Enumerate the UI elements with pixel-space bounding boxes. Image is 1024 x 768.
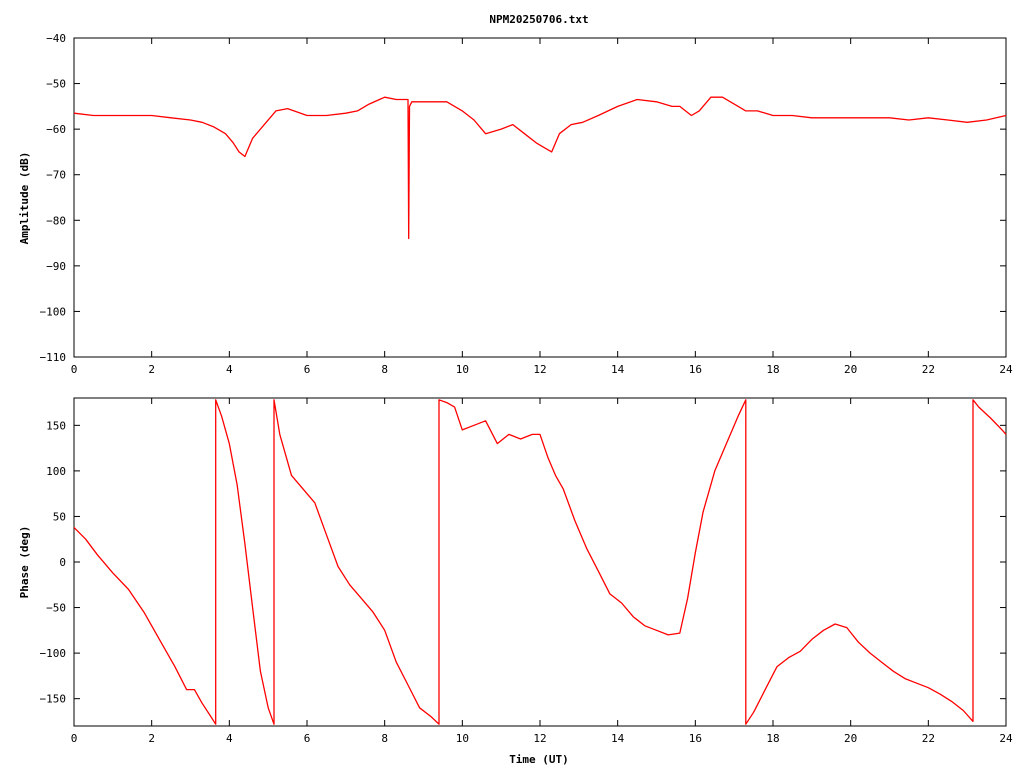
amplitude-xtick-label: 8: [381, 363, 388, 376]
amplitude-ytick-label: −70: [46, 169, 66, 182]
phase-xtick-label: 6: [304, 732, 311, 745]
amplitude-series-line: [73, 96, 1007, 240]
amplitude-ylabel: Amplitude (dB): [18, 152, 31, 245]
phase-frame: [73, 397, 1007, 727]
amplitude-xtick-label: 10: [456, 363, 469, 376]
phase-xtick-label: 20: [844, 732, 857, 745]
amplitude-ytick-label: −80: [46, 214, 66, 227]
amplitude-xtick-label: 22: [922, 363, 935, 376]
phase-ylabel: Phase (deg): [18, 526, 31, 599]
phase-ytick-label: 100: [46, 465, 66, 478]
phase-xtick-label: 8: [381, 732, 388, 745]
amplitude-ytick-label: −110: [40, 351, 67, 364]
amplitude-xtick-label: 20: [844, 363, 857, 376]
amplitude-xtick-label: 4: [226, 363, 233, 376]
phase-xtick-label: 0: [71, 732, 78, 745]
phase-ytick-label: −150: [40, 693, 67, 706]
phase-ytick-label: 150: [46, 419, 66, 432]
phase-ytick-label: 0: [59, 556, 66, 569]
amplitude-xtick-label: 2: [148, 363, 155, 376]
amplitude-panel: 0 2 4 6 8 10 12 14 16 18 20 22 24−40−50−60−70−80−90−…: [40, 32, 1013, 376]
amplitude-xtick-label: 24: [999, 363, 1013, 376]
amplitude-xtick-label: 16: [689, 363, 702, 376]
phase-xlabel: Time (UT): [509, 753, 569, 766]
amplitude-xtick-label: 18: [766, 363, 779, 376]
phase-xtick-label: 24: [999, 732, 1013, 745]
amplitude-frame: [73, 37, 1007, 358]
phase-ytick-label: −50: [46, 602, 66, 615]
chart-title: NPM20250706.txt: [489, 13, 588, 26]
amplitude-xtick-label: 0: [71, 363, 78, 376]
phase-xtick-label: 16: [689, 732, 702, 745]
phase-xtick-label: 12: [533, 732, 546, 745]
phase-ytick-label: 50: [53, 510, 66, 523]
phase-xtick-label: 22: [922, 732, 935, 745]
amplitude-ytick-label: −60: [46, 123, 66, 136]
phase-series-line: [73, 399, 1007, 725]
amplitude-xtick-label: 12: [533, 363, 546, 376]
phase-xtick-label: 14: [611, 732, 625, 745]
phase-xtick-label: 10: [456, 732, 469, 745]
phase-xtick-label: 4: [226, 732, 233, 745]
amplitude-xtick-label: 6: [304, 363, 311, 376]
phase-xtick-label: 2: [148, 732, 155, 745]
phase-panel: 0 2 4 6 8 10 12 14 16 18 20 22 24150100500−50−100−15…: [40, 397, 1013, 745]
amplitude-ytick-label: −100: [40, 305, 67, 318]
phase-ytick-label: −100: [40, 647, 67, 660]
amplitude-ytick-label: −50: [46, 78, 66, 91]
phase-xtick-label: 18: [766, 732, 779, 745]
amplitude-ytick-label: −90: [46, 260, 66, 273]
amplitude-ytick-label: −40: [46, 32, 66, 45]
amplitude-xtick-label: 14: [611, 363, 625, 376]
